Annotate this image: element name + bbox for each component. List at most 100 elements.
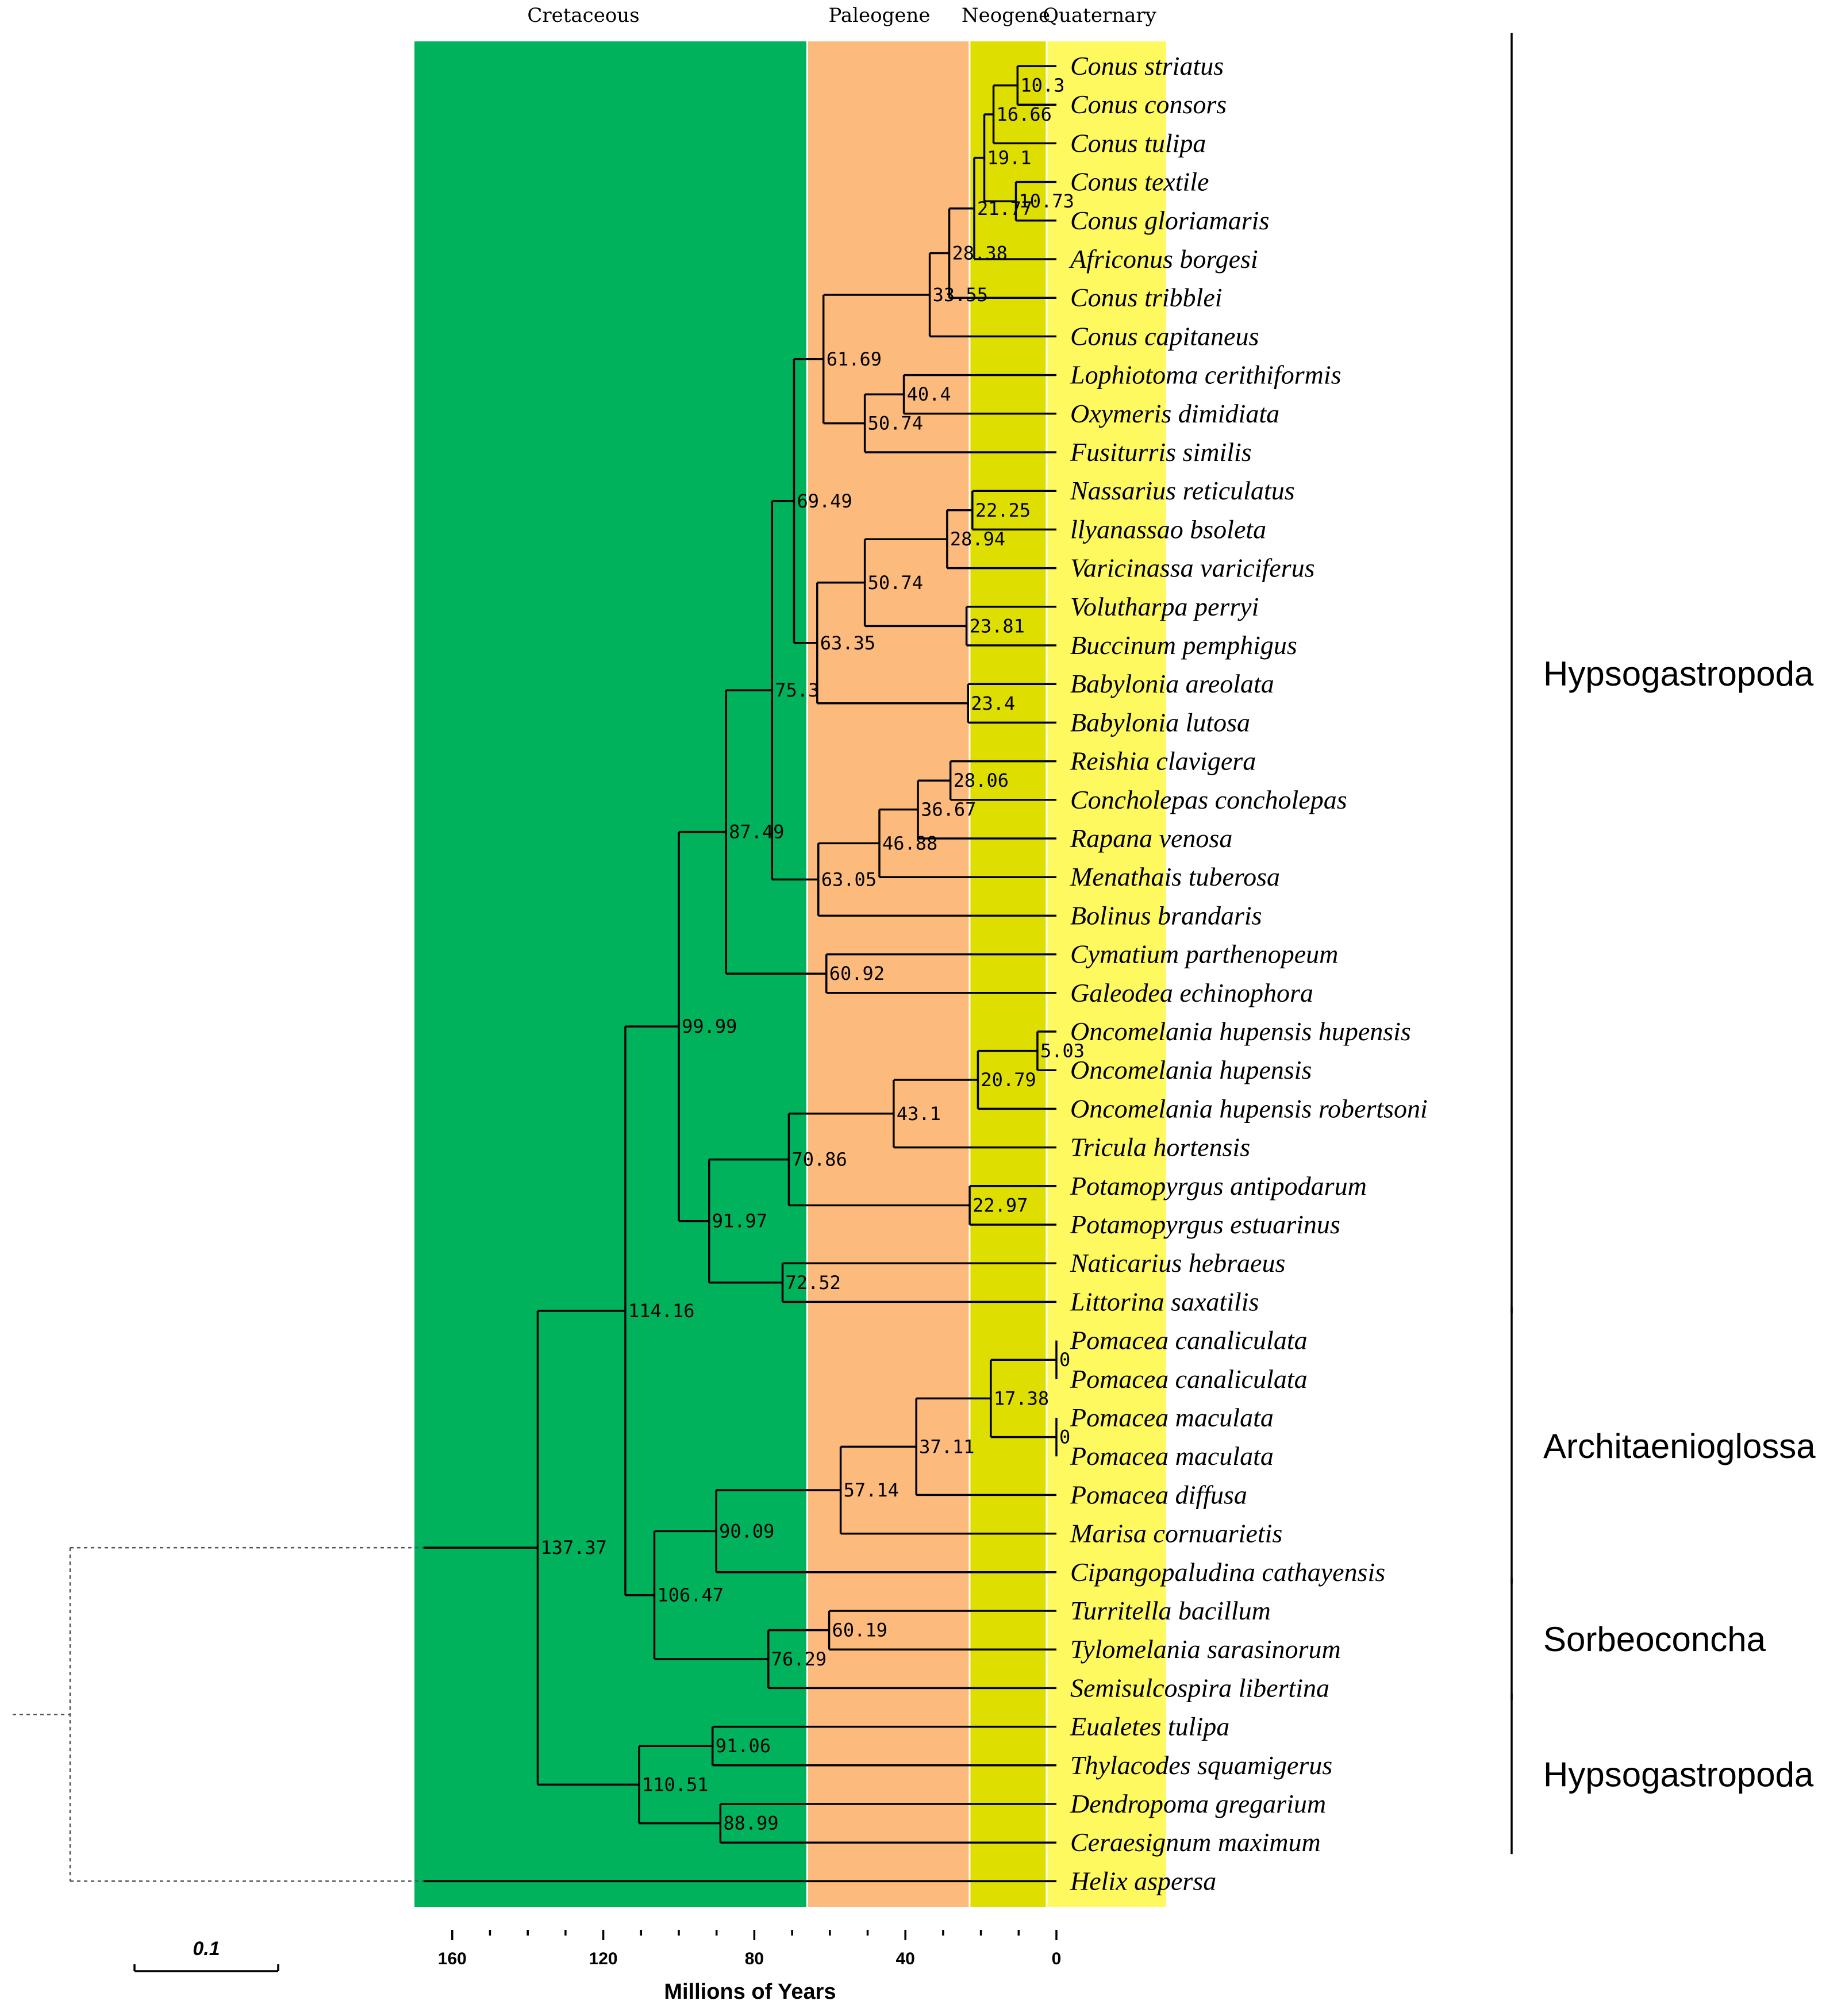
node-age-label: 70.86 bbox=[791, 1149, 847, 1171]
taxon-label: Pomacea maculata bbox=[1070, 1403, 1274, 1432]
taxon-label: Oxymeris dimidiata bbox=[1070, 399, 1279, 428]
period-band-paleogene bbox=[807, 41, 970, 1907]
taxon-label: Conus tulipa bbox=[1070, 128, 1206, 157]
clade-label: Architaenioglossa bbox=[1543, 1427, 1816, 1465]
taxon-label: Marisa cornuarietis bbox=[1070, 1519, 1282, 1548]
node-age-label: 43.1 bbox=[897, 1103, 941, 1125]
node-age-label: 60.92 bbox=[829, 963, 885, 984]
node-age-label: 90.09 bbox=[719, 1520, 774, 1542]
taxon-label: Conus tribblei bbox=[1070, 283, 1223, 312]
period-label-cretaceous: Cretaceous bbox=[527, 4, 639, 27]
period-label-quaternary: Quaternary bbox=[1043, 4, 1157, 27]
taxon-label: Conus textile bbox=[1070, 167, 1209, 197]
taxon-label: Conus gloriamaris bbox=[1070, 206, 1269, 235]
taxon-label: Conus capitaneus bbox=[1070, 321, 1259, 351]
taxon-label: Naticarius hebraeus bbox=[1070, 1248, 1285, 1278]
clade-label: Sorbeoconcha bbox=[1543, 1620, 1766, 1659]
taxon-label: Helix aspersa bbox=[1070, 1866, 1216, 1895]
node-age-label: 21.77 bbox=[977, 198, 1032, 220]
node-age-label: 23.4 bbox=[971, 692, 1015, 714]
axis-tick-label: 0 bbox=[1052, 1949, 1062, 1968]
taxon-label: Thylacodes squamigerus bbox=[1070, 1750, 1332, 1780]
node-age-label: 57.14 bbox=[844, 1479, 899, 1501]
node-age-label: 137.37 bbox=[540, 1537, 607, 1559]
node-age-label: 36.67 bbox=[921, 799, 976, 821]
tree-branches bbox=[13, 65, 1058, 1883]
taxon-label: Ceraesignum maximum bbox=[1070, 1828, 1321, 1857]
taxon-label: Volutharpa perryi bbox=[1070, 592, 1259, 621]
taxon-label: Bolinus brandaris bbox=[1070, 901, 1262, 930]
taxon-label: Rapana venosa bbox=[1070, 824, 1232, 853]
scale-bar: 0.1 bbox=[133, 1938, 279, 1972]
node-age-label: 0 bbox=[1059, 1349, 1070, 1371]
taxon-label: Tylomelania sarasinorum bbox=[1070, 1634, 1341, 1664]
clade-label: Hypsogastropoda bbox=[1543, 1755, 1814, 1794]
taxon-label: Tricula hortensis bbox=[1070, 1133, 1250, 1162]
taxon-label: Fusiturris similis bbox=[1070, 437, 1252, 467]
taxon-label: Pomacea canaliculata bbox=[1070, 1326, 1308, 1355]
taxon-label: Lophiotoma cerithiformis bbox=[1070, 360, 1342, 390]
node-age-label: 72.52 bbox=[786, 1272, 841, 1294]
node-age-label: 10.73 bbox=[1019, 190, 1074, 212]
taxon-label: Potamopyrgus estuarinus bbox=[1070, 1210, 1340, 1239]
node-age-label: 50.74 bbox=[868, 572, 923, 594]
taxon-label: Pomacea diffusa bbox=[1070, 1480, 1247, 1509]
period-band-quaternary bbox=[1046, 41, 1166, 1907]
time-axis: 160 120 80 40 0 Millions of Years bbox=[438, 1930, 1062, 2004]
taxon-label: Cymatium parthenopeum bbox=[1070, 940, 1338, 969]
node-age-label: 69.49 bbox=[797, 490, 852, 512]
geologic-period-bands bbox=[414, 41, 1166, 1907]
taxon-label: Cipangopaludina cathayensis bbox=[1070, 1557, 1385, 1587]
node-age-label: 87.49 bbox=[729, 821, 784, 843]
taxon-label: Pomacea canaliculata bbox=[1070, 1364, 1308, 1394]
taxon-labels: Conus striatus Conus consors Conus tulipa C… bbox=[1068, 51, 1428, 1895]
period-label-paleogene: Paleogene bbox=[829, 4, 931, 27]
node-age-label: 19.1 bbox=[987, 147, 1032, 169]
node-age-label: 91.97 bbox=[712, 1210, 767, 1232]
node-age-label: 76.29 bbox=[771, 1648, 827, 1670]
taxon-label: Oncomelania hupensis bbox=[1070, 1055, 1312, 1084]
taxon-label: Turritella bacillum bbox=[1070, 1596, 1271, 1625]
node-age-label: 28.94 bbox=[950, 528, 1005, 550]
node-age-label: 33.55 bbox=[933, 284, 988, 306]
node-age-label: 28.06 bbox=[954, 770, 1009, 791]
taxon-label: Potamopyrgus antipodarum bbox=[1070, 1171, 1367, 1201]
taxon-label: Varicinassa variciferus bbox=[1070, 553, 1314, 583]
node-age-label: 110.51 bbox=[642, 1773, 709, 1795]
axis-tick-label: 120 bbox=[589, 1949, 618, 1968]
taxon-label: Conus consors bbox=[1070, 90, 1227, 119]
taxon-label: Pomacea maculata bbox=[1070, 1441, 1274, 1471]
scale-bar-label: 0.1 bbox=[193, 1938, 220, 1960]
taxon-label: Buccinum pemphigus bbox=[1070, 630, 1297, 660]
node-age-label: 16.66 bbox=[997, 103, 1052, 125]
taxon-label: Babylonia areolata bbox=[1070, 669, 1274, 698]
node-age-label: 75.3 bbox=[775, 679, 819, 701]
taxon-label: Semisulcospira libertina bbox=[1070, 1673, 1329, 1702]
node-age-label: 50.74 bbox=[868, 413, 923, 434]
node-age-label: 63.35 bbox=[820, 632, 875, 654]
node-age-label: 40.4 bbox=[907, 383, 951, 405]
axis-tick-label: 160 bbox=[438, 1949, 467, 1968]
node-age-label: 46.88 bbox=[882, 832, 937, 854]
taxon-label: Africonus borgesi bbox=[1068, 244, 1258, 274]
taxon-label: llyanassao bsoleta bbox=[1070, 514, 1266, 544]
period-band-neogene bbox=[969, 41, 1047, 1907]
taxon-label: Galeodea echinophora bbox=[1070, 978, 1313, 1007]
axis-title: Millions of Years bbox=[664, 1980, 836, 2004]
node-age-label: 61.69 bbox=[827, 348, 882, 370]
taxon-label: Menathais tuberosa bbox=[1070, 862, 1280, 891]
node-age-label: 88.99 bbox=[723, 1813, 778, 1834]
node-age-label: 37.11 bbox=[919, 1436, 974, 1457]
taxon-label: Littorina saxatilis bbox=[1070, 1287, 1259, 1316]
taxon-label: Oncomelania hupensis robertsoni bbox=[1070, 1094, 1428, 1123]
node-age-label: 60.19 bbox=[832, 1619, 887, 1641]
axis-tick-label: 40 bbox=[896, 1949, 915, 1968]
node-age-label: 22.97 bbox=[973, 1194, 1028, 1216]
node-age-label: 99.99 bbox=[682, 1015, 737, 1037]
node-age-label: 114.16 bbox=[628, 1300, 695, 1322]
clade-label: Hypsogastropoda bbox=[1543, 655, 1814, 693]
node-age-labels: 10.3 16.66 10.73 19.1 21.77 28.38 33.55 40.4 50.… bbox=[540, 75, 1085, 1834]
taxon-label: Eualetes tulipa bbox=[1070, 1712, 1229, 1741]
taxon-label: Dendropoma gregarium bbox=[1070, 1789, 1326, 1818]
